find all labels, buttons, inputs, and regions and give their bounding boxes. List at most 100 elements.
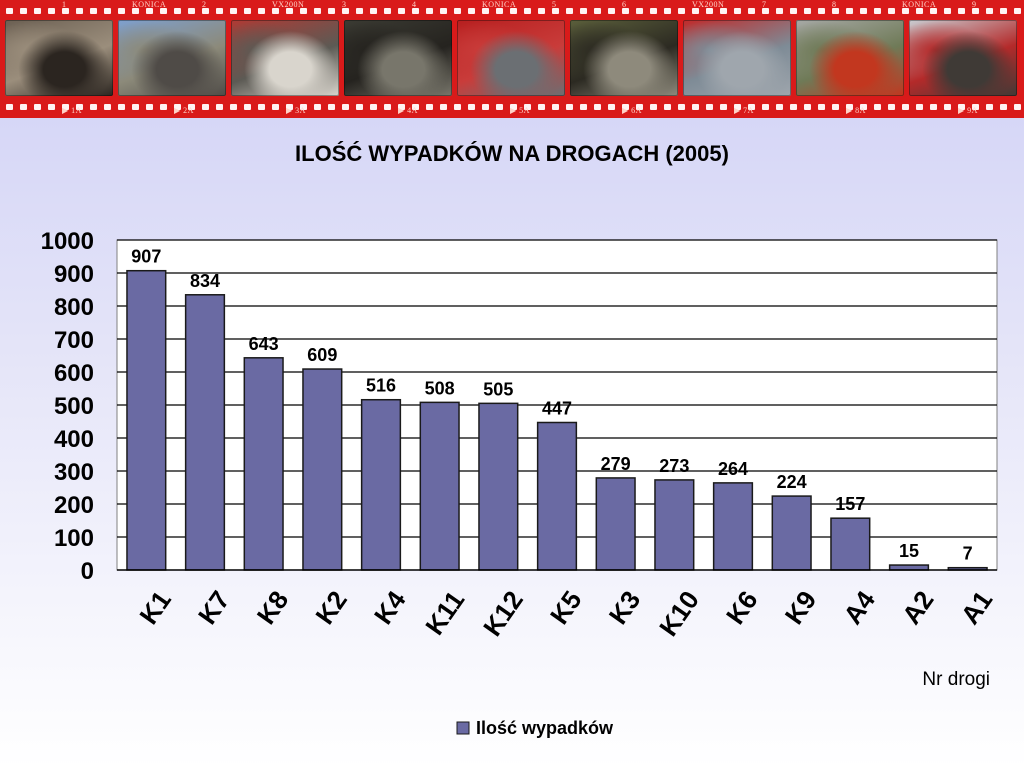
x-tick-label: K10	[653, 585, 705, 641]
x-tick-label: K7	[192, 585, 236, 629]
film-edge-text: ▶ 1A	[62, 106, 82, 115]
x-tick-label: K6	[720, 585, 764, 629]
data-label: 157	[835, 494, 865, 514]
wrecked-suv-photo	[118, 20, 226, 96]
film-perforation	[958, 8, 965, 14]
film-edge-text: 3	[342, 0, 347, 9]
film-perforation	[1014, 8, 1021, 14]
x-tick-label: K5	[544, 585, 588, 629]
film-perforation	[776, 104, 783, 110]
film-perforation	[76, 104, 83, 110]
film-perforation	[944, 104, 951, 110]
film-perforation	[1014, 104, 1021, 110]
film-perforation	[622, 8, 629, 14]
film-perforation	[90, 104, 97, 110]
film-perforation	[230, 8, 237, 14]
film-perforation	[202, 8, 209, 14]
y-tick-label: 500	[54, 393, 94, 420]
film-perforation	[552, 104, 559, 110]
film-edge-text: 6	[622, 0, 627, 9]
x-axis-tick-labels: K1 K7 K8 K2 K4 K11 K12 K5 K3 K10 K6 K9 A4 A2 A1	[133, 585, 998, 642]
film-perforation	[244, 104, 251, 110]
x-tick-label: K4	[368, 585, 412, 630]
data-label: 447	[542, 398, 572, 418]
film-edge-text: ▶ 7A	[734, 106, 754, 115]
film-perforation	[104, 104, 111, 110]
film-perforation	[104, 8, 111, 14]
film-edge-text: 7	[762, 0, 767, 9]
data-label: 907	[131, 247, 161, 267]
film-edge-text: 2	[202, 0, 207, 9]
film-perforation	[216, 8, 223, 14]
film-perforation	[482, 104, 489, 110]
film-perforation	[6, 8, 13, 14]
filmstrip-banner: 1 KONICA 2 VX200N 3 4 KONICA 5 6 VX200N 7 8 KONICA 9 …	[0, 0, 1024, 118]
film-perforation	[286, 8, 293, 14]
film-perforation	[874, 104, 881, 110]
film-perforation	[48, 8, 55, 14]
film-perforations-top	[0, 4, 1024, 18]
data-label: 7	[963, 544, 973, 564]
bar-k8	[243, 357, 284, 571]
bar-k5	[536, 421, 578, 571]
film-perforation	[286, 104, 293, 110]
bar-chart: ILOŚĆ WYPADKÓW NA DROGACH (2005) 907 834 6…	[41, 141, 999, 738]
film-perforation	[860, 104, 867, 110]
film-perforation	[258, 8, 265, 14]
film-perforation	[62, 8, 69, 14]
film-perforation	[916, 8, 923, 14]
y-tick-label: 700	[54, 327, 94, 354]
legend-label: Ilość wypadków	[476, 718, 614, 738]
film-perforation	[412, 104, 419, 110]
x-tick-label: K12	[477, 585, 529, 641]
film-perforation	[706, 104, 713, 110]
data-label: 609	[307, 345, 337, 365]
data-label: 834	[190, 271, 220, 291]
film-perforation	[566, 8, 573, 14]
y-tick-label: 600	[54, 360, 94, 387]
y-tick-label: 800	[54, 294, 94, 321]
x-tick-label: K11	[419, 585, 470, 640]
film-perforation	[832, 104, 839, 110]
film-perforation	[34, 8, 41, 14]
bar-k11	[419, 401, 460, 571]
film-perforation	[412, 8, 419, 14]
red-car-truck-photo	[683, 20, 791, 96]
film-edge-text: ▶ 8A	[846, 106, 866, 115]
film-perforation	[202, 104, 209, 110]
film-perforation	[776, 8, 783, 14]
crashed-car-photo	[5, 20, 113, 96]
y-tick-label: 0	[81, 558, 94, 585]
film-perforation	[594, 104, 601, 110]
bar-k10	[654, 479, 695, 571]
film-perforation	[426, 104, 433, 110]
film-perforation	[146, 104, 153, 110]
film-perforation	[706, 8, 713, 14]
data-label: 508	[425, 378, 455, 398]
film-perforation	[804, 104, 811, 110]
data-label: 643	[249, 334, 279, 354]
bar-k9	[771, 495, 812, 571]
film-perforation	[594, 8, 601, 14]
film-perforation	[608, 104, 615, 110]
film-perforation	[132, 8, 139, 14]
film-perforation	[664, 8, 671, 14]
film-perforation	[524, 104, 531, 110]
film-perforation	[986, 104, 993, 110]
film-perforation	[440, 104, 447, 110]
film-edge-text: VX200N	[272, 0, 305, 9]
x-tick-label: K1	[133, 585, 177, 629]
film-perforation	[146, 8, 153, 14]
y-tick-label: 100	[54, 525, 94, 552]
bar-k3	[595, 477, 636, 571]
film-perforation	[636, 104, 643, 110]
film-edge-text: ▶ 4A	[398, 106, 418, 115]
film-perforation	[790, 104, 797, 110]
film-perforation	[482, 8, 489, 14]
bar-k4	[360, 398, 402, 571]
film-perforation	[454, 104, 461, 110]
film-perforation	[678, 8, 685, 14]
film-perforation	[916, 104, 923, 110]
film-edge-text: 4	[412, 0, 417, 9]
